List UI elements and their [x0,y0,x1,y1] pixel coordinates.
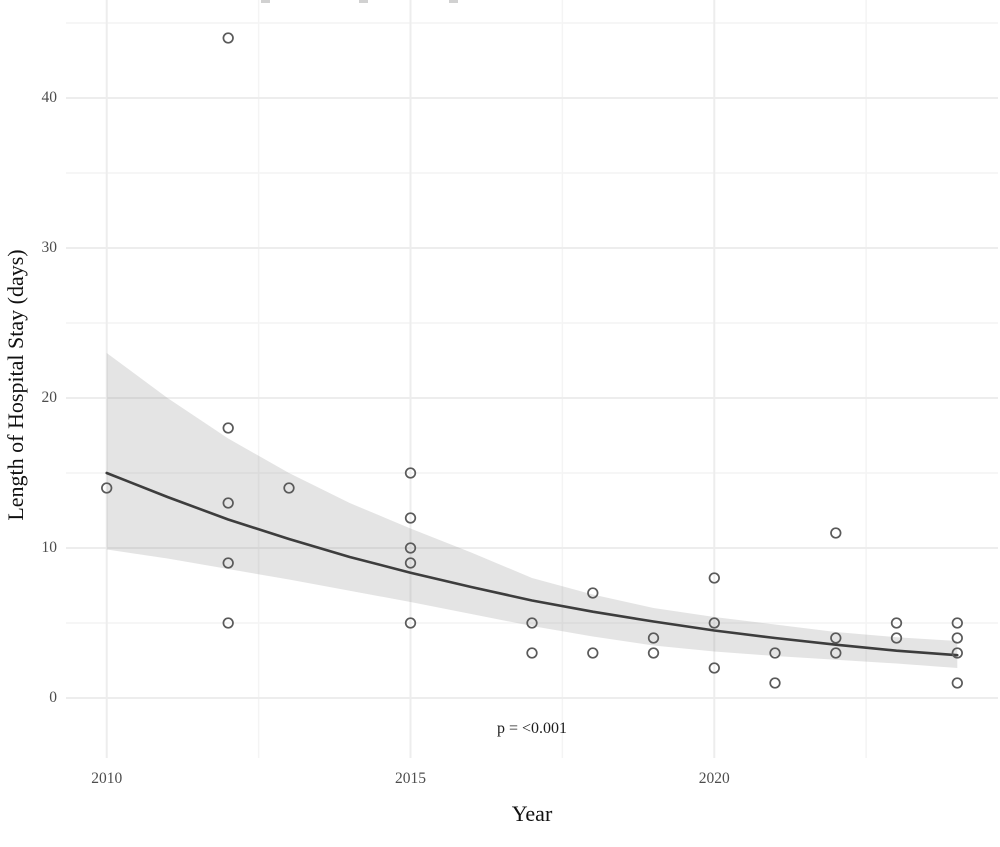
y-tick-label: 10 [41,538,58,556]
clipped-title-fragment [449,0,458,3]
data-point [830,632,842,644]
data-point [769,677,781,689]
data-point [587,587,599,599]
data-point [830,647,842,659]
data-point [951,647,963,659]
data-point [951,632,963,644]
clipped-title-fragment [261,0,270,3]
data-point [769,647,781,659]
data-point [890,632,903,644]
data-point [526,617,538,629]
trend-line [105,471,959,657]
data-point [222,557,234,569]
data-point [647,647,660,659]
y-tick-label: 30 [41,238,58,256]
data-point [222,617,234,629]
clipped-title-fragment [359,0,368,3]
data-point [283,482,295,494]
data-point [587,647,599,659]
data-point [222,497,234,509]
data-point [404,542,417,554]
data-point [830,527,842,539]
data-point [222,422,234,434]
data-point [708,617,720,629]
data-point [404,557,417,569]
data-point [708,662,720,674]
p-value-annotation: p = <0.001 [496,720,568,737]
x-tick-label: 2020 [698,770,730,787]
x-axis-title: Year [511,801,553,826]
data-point [404,467,417,479]
x-tick-label: 2010 [91,770,123,787]
y-tick-label: 20 [41,388,58,406]
data-point [951,617,963,629]
y-tick-label: 40 [41,88,58,106]
y-tick-label: 0 [49,688,57,706]
data-point [951,677,963,689]
data-point [404,512,417,524]
x-tick-label: 2015 [394,770,426,787]
confidence-band [106,353,958,668]
data-point [890,617,903,629]
data-point [526,647,538,659]
y-axis-title: Length of Hospital Stay (days) [3,249,28,521]
data-point [404,617,417,629]
data-point [708,572,720,584]
data-point [222,32,234,44]
data-point [101,482,113,494]
data-point [647,632,660,644]
